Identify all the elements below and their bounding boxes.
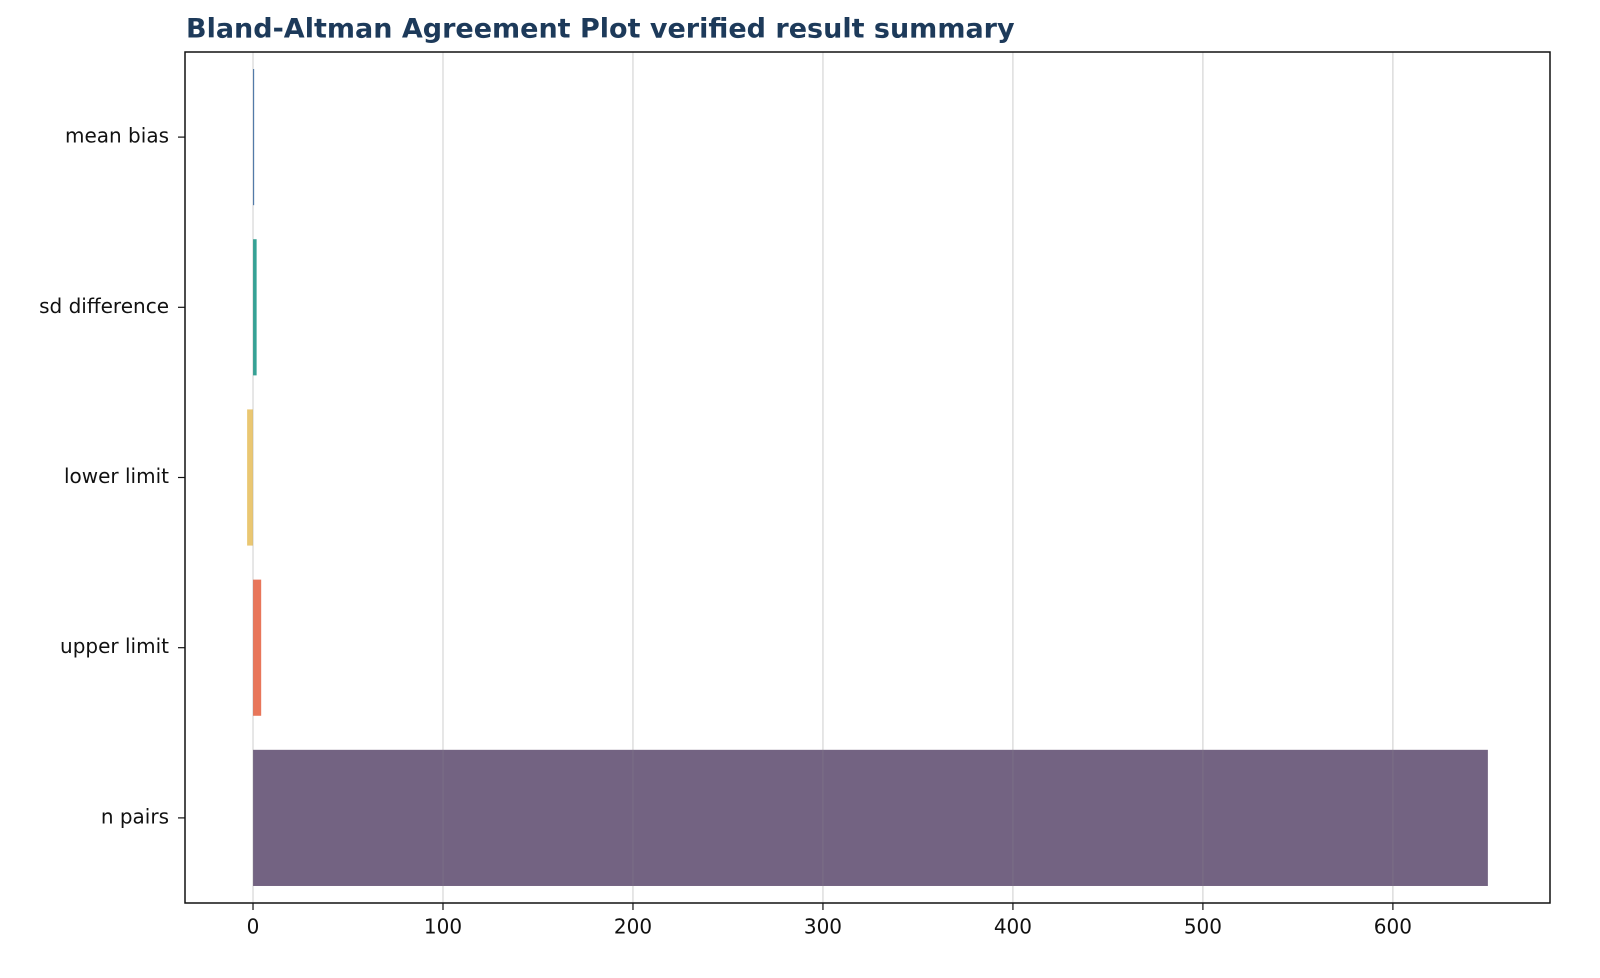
x-tick-label: 200 <box>614 915 652 939</box>
x-tick-label: 0 <box>247 915 260 939</box>
y-tick-label: sd difference <box>39 294 169 318</box>
bar <box>247 409 254 546</box>
x-tick-label: 100 <box>424 915 462 939</box>
y-tick-label: n pairs <box>101 804 169 828</box>
y-tick-label: upper limit <box>60 634 169 658</box>
x-tick-label: 600 <box>1374 915 1412 939</box>
bar <box>253 749 1488 886</box>
x-tick-label: 500 <box>1184 915 1222 939</box>
y-tick-label: mean bias <box>65 124 169 148</box>
chart-title: Bland-Altman Agreement Plot verified res… <box>186 14 1015 45</box>
x-tick-label: 300 <box>804 915 842 939</box>
bar <box>253 69 255 206</box>
y-tick-label: lower limit <box>64 464 169 488</box>
x-tick-label: 400 <box>994 915 1032 939</box>
bar <box>253 239 257 376</box>
bar <box>253 579 262 716</box>
plot-frame <box>184 51 1551 904</box>
